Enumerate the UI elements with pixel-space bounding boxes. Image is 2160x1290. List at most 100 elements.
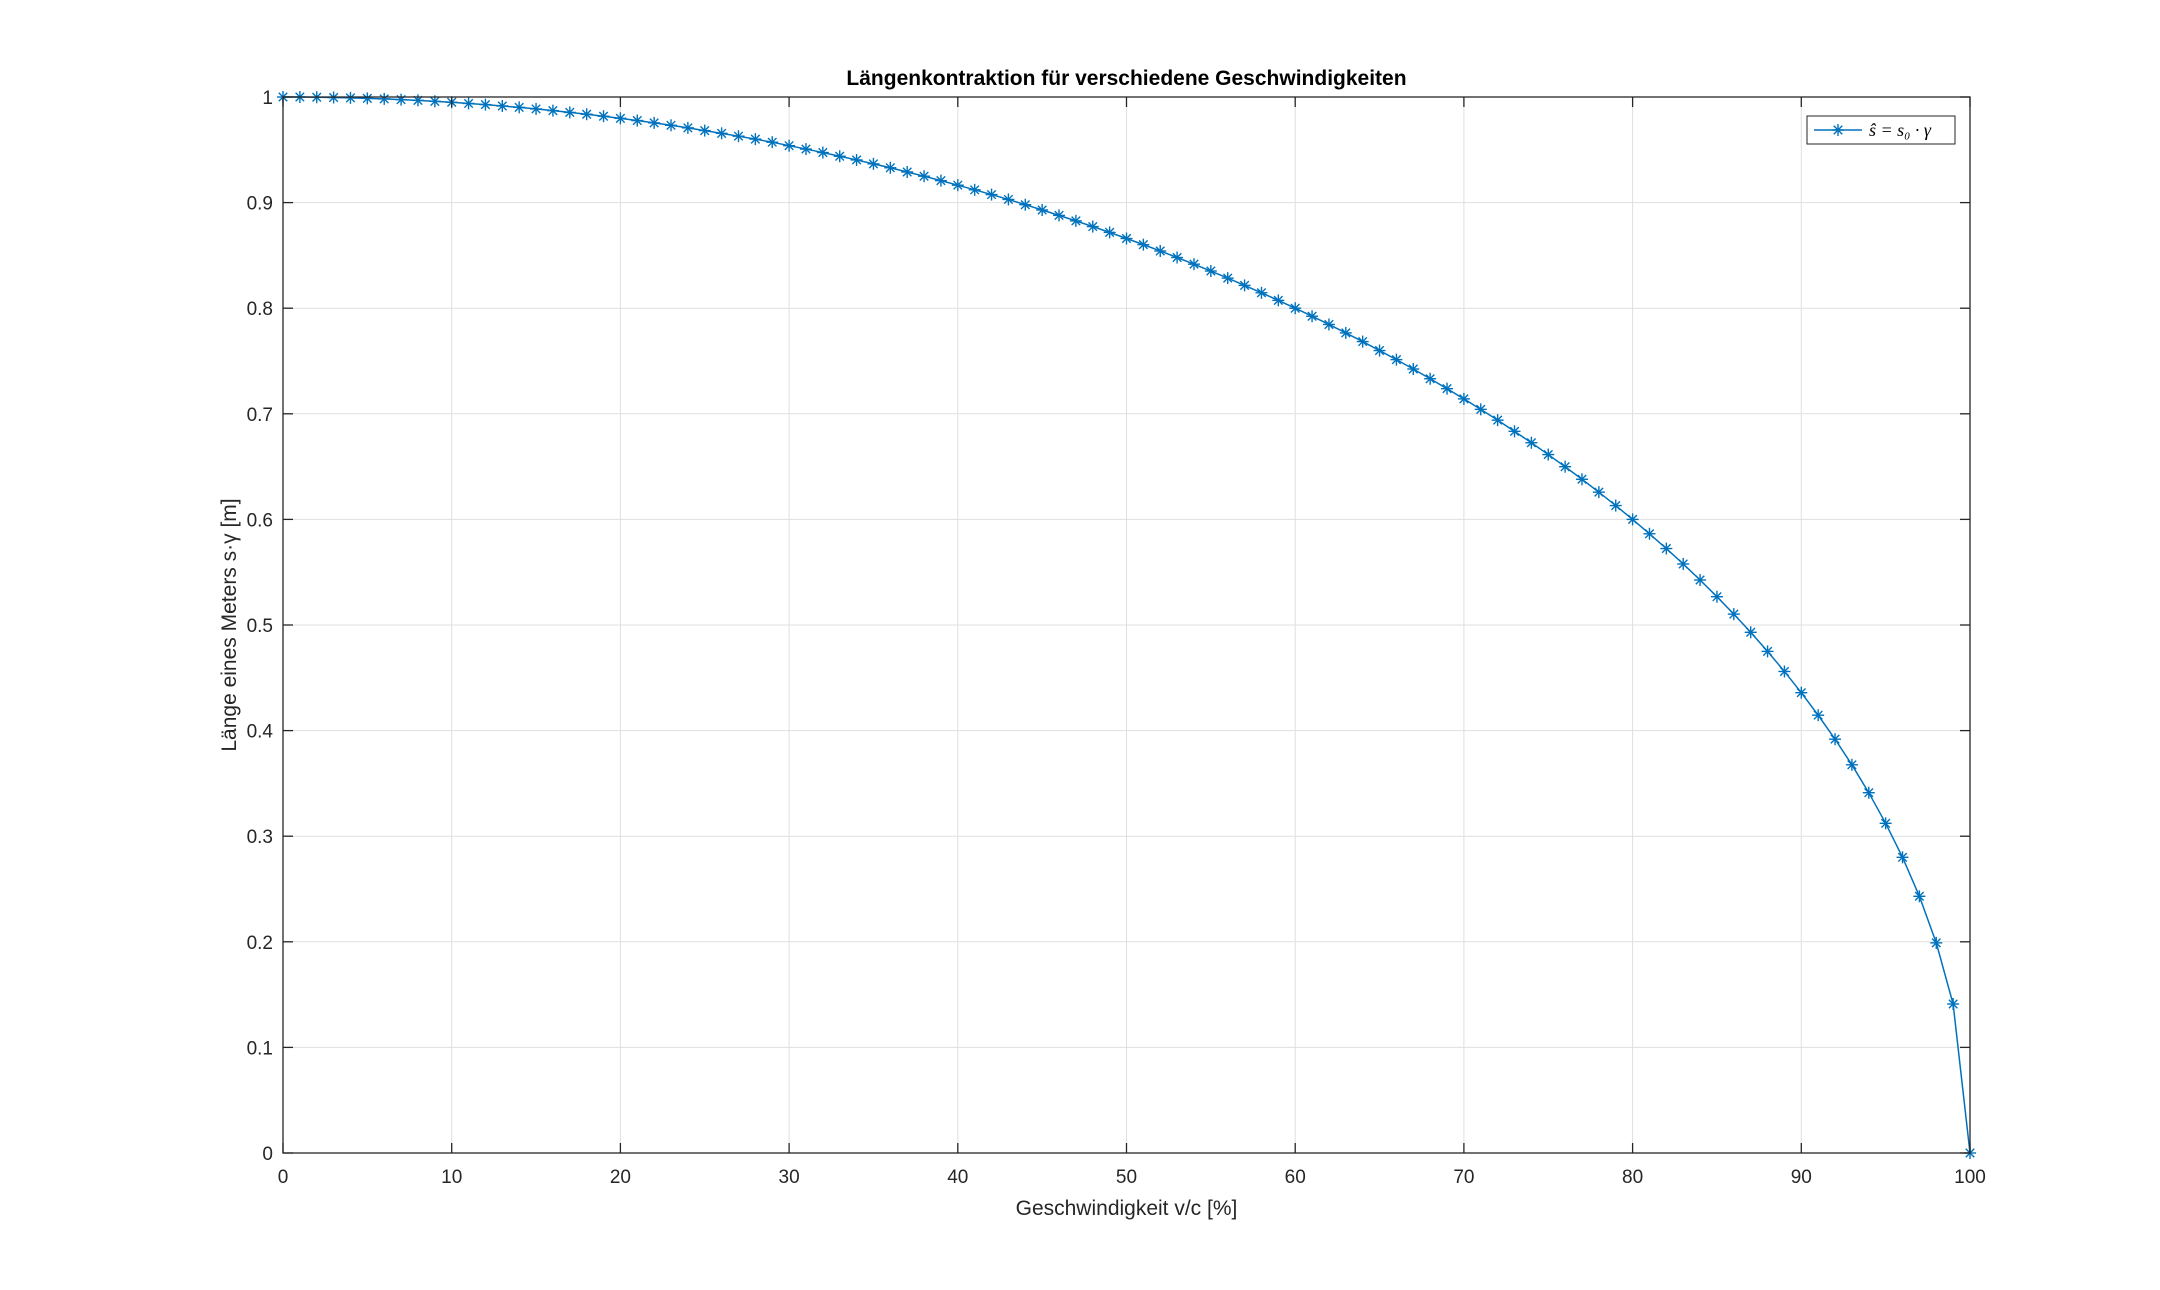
legend-marker bbox=[1832, 124, 1844, 136]
data-point-marker bbox=[1289, 302, 1302, 315]
data-point-marker bbox=[1575, 473, 1588, 486]
data-point-marker bbox=[1187, 258, 1200, 271]
data-point-marker bbox=[513, 101, 526, 114]
data-point-marker bbox=[934, 174, 947, 187]
data-point-marker bbox=[1407, 363, 1420, 376]
y-tick-label: 0.7 bbox=[247, 405, 273, 426]
data-point-marker bbox=[496, 99, 509, 112]
data-point-marker bbox=[1559, 460, 1572, 473]
data-point-marker bbox=[1592, 486, 1605, 499]
x-tick-label: 0 bbox=[278, 1167, 289, 1188]
data-point-marker bbox=[1120, 232, 1133, 245]
data-point-marker bbox=[1609, 499, 1622, 512]
data-point-marker bbox=[344, 91, 357, 104]
y-tick-label: 0.2 bbox=[247, 933, 273, 954]
data-point-marker bbox=[1441, 382, 1454, 395]
data-point-marker bbox=[1930, 936, 1943, 949]
data-point-marker bbox=[1660, 542, 1673, 555]
data-point-marker bbox=[1761, 645, 1774, 658]
data-point-marker bbox=[1390, 353, 1403, 366]
y-tick-label: 0.5 bbox=[247, 616, 273, 637]
series-markers bbox=[277, 91, 1976, 1159]
x-tick-label: 40 bbox=[947, 1167, 968, 1188]
data-point-marker bbox=[732, 130, 745, 143]
y-axis-label: Länge eines Meters s·γ [m] bbox=[218, 498, 241, 751]
data-point-marker bbox=[816, 146, 829, 159]
data-point-marker bbox=[1879, 817, 1892, 830]
data-point-marker bbox=[833, 150, 846, 163]
data-point-marker bbox=[563, 106, 576, 119]
y-tick-label: 0 bbox=[262, 1144, 273, 1165]
data-point-marker bbox=[1086, 220, 1099, 233]
chart-title: Längenkontraktion für verschiedene Gesch… bbox=[846, 67, 1406, 90]
data-point-marker bbox=[1913, 890, 1926, 903]
data-point-marker bbox=[1238, 279, 1251, 292]
data-point-marker bbox=[884, 161, 897, 174]
data-point-marker bbox=[1896, 851, 1909, 864]
data-point-marker bbox=[985, 188, 998, 201]
x-tick-label: 10 bbox=[441, 1167, 462, 1188]
x-tick-label: 80 bbox=[1622, 1167, 1643, 1188]
data-point-marker bbox=[648, 116, 661, 129]
data-point-marker bbox=[749, 133, 762, 146]
y-tick-label: 0.8 bbox=[247, 299, 273, 320]
data-point-marker bbox=[614, 112, 627, 125]
data-point-marker bbox=[867, 157, 880, 170]
x-tick-label: 50 bbox=[1116, 1167, 1137, 1188]
data-point-marker bbox=[783, 139, 796, 152]
data-point-marker bbox=[530, 102, 543, 115]
x-tick-label: 90 bbox=[1791, 1167, 1812, 1188]
data-point-marker bbox=[395, 93, 408, 106]
data-point-marker bbox=[1643, 527, 1656, 540]
legend-entry-label: ŝ = s₀ · γ bbox=[1869, 120, 1932, 140]
data-point-marker bbox=[1542, 448, 1555, 461]
data-point-marker bbox=[850, 153, 863, 166]
data-point-marker bbox=[1373, 344, 1386, 357]
data-point-marker bbox=[361, 92, 374, 105]
data-point-marker bbox=[1154, 244, 1167, 257]
y-tick-label: 1 bbox=[262, 88, 273, 109]
data-point-marker bbox=[1424, 372, 1437, 385]
data-point-marker bbox=[1204, 265, 1217, 278]
data-point-marker bbox=[1845, 758, 1858, 771]
data-point-marker bbox=[799, 143, 812, 156]
x-tick-label: 30 bbox=[779, 1167, 800, 1188]
data-point-marker bbox=[1710, 590, 1723, 603]
data-point-marker bbox=[681, 121, 694, 134]
data-point-marker bbox=[1171, 251, 1184, 264]
data-point-marker bbox=[1525, 436, 1538, 449]
data-point-marker bbox=[411, 94, 424, 107]
data-point-marker bbox=[1272, 294, 1285, 307]
data-point-marker bbox=[546, 104, 559, 117]
data-point-marker bbox=[1744, 626, 1757, 639]
y-tick-label: 0.1 bbox=[247, 1038, 273, 1059]
y-tick-label: 0.9 bbox=[247, 194, 273, 215]
data-point-marker bbox=[1103, 226, 1116, 239]
data-point-marker bbox=[951, 179, 964, 192]
data-point-marker bbox=[901, 165, 914, 178]
data-point-marker bbox=[479, 98, 492, 111]
data-point-marker bbox=[1019, 198, 1032, 211]
data-point-marker bbox=[1036, 203, 1049, 216]
data-point-marker bbox=[1474, 403, 1487, 416]
data-point-marker bbox=[1053, 209, 1066, 222]
data-point-marker bbox=[1491, 414, 1504, 427]
data-point-marker bbox=[378, 92, 391, 105]
data-point-marker bbox=[1306, 310, 1319, 323]
data-point-marker bbox=[1002, 193, 1015, 206]
data-point-marker bbox=[631, 114, 644, 127]
data-point-marker bbox=[1508, 425, 1521, 438]
data-point-marker bbox=[766, 136, 779, 149]
data-point-marker bbox=[597, 110, 610, 123]
data-point-marker bbox=[698, 124, 711, 137]
data-point-marker bbox=[1322, 318, 1335, 331]
legend: ŝ = s₀ · γ bbox=[1806, 115, 1956, 145]
x-tick-label: 60 bbox=[1285, 1167, 1306, 1188]
data-point-marker bbox=[1862, 786, 1875, 799]
data-point-marker bbox=[1829, 733, 1842, 746]
data-point-marker bbox=[1255, 286, 1268, 299]
data-point-marker bbox=[580, 108, 593, 121]
data-point-marker bbox=[1795, 686, 1808, 699]
data-point-marker bbox=[1778, 665, 1791, 678]
